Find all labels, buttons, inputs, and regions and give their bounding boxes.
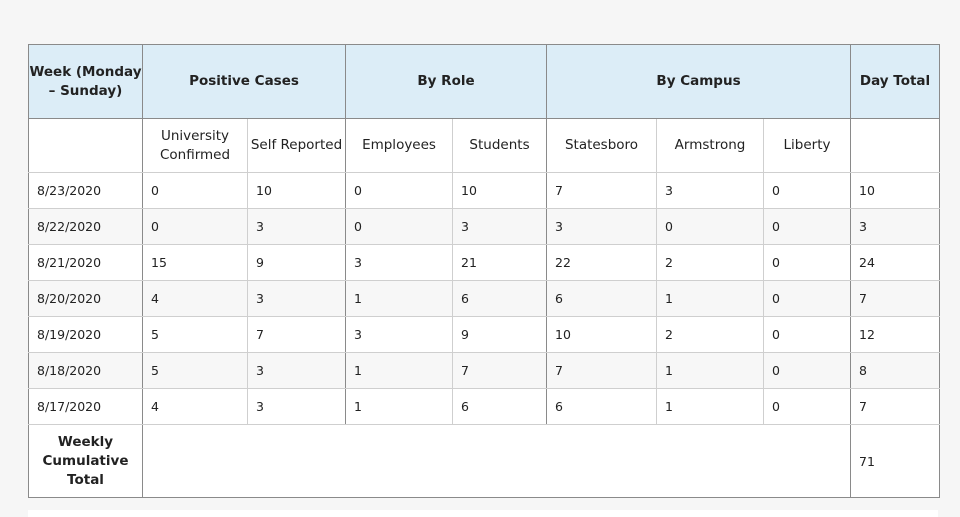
university-confirmed-header: University Confirmed bbox=[142, 118, 248, 173]
table-row: 8/22/2020 0 3 0 3 3 0 0 3 bbox=[28, 208, 941, 245]
self-reported-cell: 3 bbox=[246, 208, 347, 245]
by-campus-header: By Campus bbox=[546, 44, 852, 119]
statesboro-cell: 6 bbox=[546, 280, 658, 317]
table-row: 8/19/2020 5 7 3 9 10 2 0 12 bbox=[28, 316, 941, 353]
day-total-subheader-empty bbox=[850, 118, 941, 173]
statesboro-cell: 7 bbox=[546, 172, 658, 209]
table-row: 8/23/2020 0 10 0 10 7 3 0 10 bbox=[28, 172, 941, 209]
day-total-cell: 7 bbox=[850, 280, 941, 317]
day-total-cell: 8 bbox=[850, 352, 941, 389]
week-subheader-empty bbox=[28, 118, 143, 173]
liberty-cell: 0 bbox=[763, 352, 852, 389]
employees-cell: 1 bbox=[345, 280, 454, 317]
armstrong-cell: 1 bbox=[656, 280, 765, 317]
university-confirmed-cell: 0 bbox=[142, 172, 248, 209]
self-reported-cell: 3 bbox=[246, 352, 347, 389]
weekly-total-spacer bbox=[141, 424, 852, 498]
day-total-header: Day Total bbox=[850, 44, 941, 119]
armstrong-cell: 2 bbox=[656, 244, 765, 281]
armstrong-cell: 3 bbox=[656, 172, 765, 209]
armstrong-cell: 1 bbox=[656, 388, 765, 425]
date-cell: 8/18/2020 bbox=[28, 352, 143, 389]
day-total-cell: 7 bbox=[850, 388, 941, 425]
table-row: 8/17/2020 4 3 1 6 6 1 0 7 bbox=[28, 388, 941, 425]
liberty-cell: 0 bbox=[763, 244, 852, 281]
weekly-total-label: Weekly Cumulative Total bbox=[28, 424, 143, 498]
date-cell: 8/20/2020 bbox=[28, 280, 143, 317]
statesboro-cell: 22 bbox=[546, 244, 658, 281]
day-total-cell: 3 bbox=[850, 208, 941, 245]
statesboro-cell: 10 bbox=[546, 316, 658, 353]
liberty-cell: 0 bbox=[763, 172, 852, 209]
date-cell: 8/22/2020 bbox=[28, 208, 143, 245]
students-cell: 9 bbox=[452, 316, 548, 353]
liberty-cell: 0 bbox=[763, 280, 852, 317]
self-reported-cell: 9 bbox=[246, 244, 347, 281]
employees-cell: 3 bbox=[345, 244, 454, 281]
students-cell: 3 bbox=[452, 208, 548, 245]
students-cell: 6 bbox=[452, 280, 548, 317]
statesboro-cell: 7 bbox=[546, 352, 658, 389]
armstrong-cell: 0 bbox=[656, 208, 765, 245]
self-reported-header: Self Reported bbox=[246, 118, 347, 173]
students-cell: 6 bbox=[452, 388, 548, 425]
employees-cell: 1 bbox=[345, 352, 454, 389]
weekly-total-row: Weekly Cumulative Total 71 bbox=[28, 424, 941, 498]
university-confirmed-cell: 0 bbox=[142, 208, 248, 245]
by-role-header: By Role bbox=[345, 44, 548, 119]
table-row: 8/18/2020 5 3 1 7 7 1 0 8 bbox=[28, 352, 941, 389]
group-header-row: Week (Monday – Sunday) Positive Cases By… bbox=[28, 44, 941, 119]
cases-table: Week (Monday – Sunday) Positive Cases By… bbox=[28, 44, 941, 498]
statesboro-header: Statesboro bbox=[546, 118, 658, 173]
date-cell: 8/17/2020 bbox=[28, 388, 143, 425]
date-cell: 8/21/2020 bbox=[28, 244, 143, 281]
students-header: Students bbox=[452, 118, 548, 173]
employees-cell: 3 bbox=[345, 316, 454, 353]
day-total-cell: 24 bbox=[850, 244, 941, 281]
self-reported-cell: 3 bbox=[246, 388, 347, 425]
students-cell: 7 bbox=[452, 352, 548, 389]
university-confirmed-cell: 4 bbox=[142, 388, 248, 425]
weekly-total-value: 71 bbox=[850, 424, 941, 498]
university-confirmed-cell: 5 bbox=[142, 352, 248, 389]
date-cell: 8/23/2020 bbox=[28, 172, 143, 209]
date-cell: 8/19/2020 bbox=[28, 316, 143, 353]
statesboro-cell: 3 bbox=[546, 208, 658, 245]
table-row: 8/20/2020 4 3 1 6 6 1 0 7 bbox=[28, 280, 941, 317]
students-cell: 10 bbox=[452, 172, 548, 209]
liberty-header: Liberty bbox=[763, 118, 852, 173]
liberty-cell: 0 bbox=[763, 316, 852, 353]
bottom-panel-edge bbox=[28, 510, 938, 517]
employees-header: Employees bbox=[345, 118, 454, 173]
university-confirmed-cell: 5 bbox=[142, 316, 248, 353]
statesboro-cell: 6 bbox=[546, 388, 658, 425]
week-header: Week (Monday – Sunday) bbox=[28, 44, 143, 119]
university-confirmed-cell: 15 bbox=[142, 244, 248, 281]
self-reported-cell: 7 bbox=[246, 316, 347, 353]
employees-cell: 0 bbox=[345, 208, 454, 245]
table-row: 8/21/2020 15 9 3 21 22 2 0 24 bbox=[28, 244, 941, 281]
liberty-cell: 0 bbox=[763, 388, 852, 425]
armstrong-cell: 1 bbox=[656, 352, 765, 389]
self-reported-cell: 10 bbox=[246, 172, 347, 209]
positive-cases-header: Positive Cases bbox=[141, 44, 347, 119]
day-total-cell: 10 bbox=[850, 172, 941, 209]
subheader-row: University Confirmed Self Reported Emplo… bbox=[28, 118, 941, 173]
students-cell: 21 bbox=[452, 244, 548, 281]
armstrong-cell: 2 bbox=[656, 316, 765, 353]
employees-cell: 1 bbox=[345, 388, 454, 425]
liberty-cell: 0 bbox=[763, 208, 852, 245]
employees-cell: 0 bbox=[345, 172, 454, 209]
self-reported-cell: 3 bbox=[246, 280, 347, 317]
university-confirmed-cell: 4 bbox=[142, 280, 248, 317]
armstrong-header: Armstrong bbox=[656, 118, 765, 173]
day-total-cell: 12 bbox=[850, 316, 941, 353]
